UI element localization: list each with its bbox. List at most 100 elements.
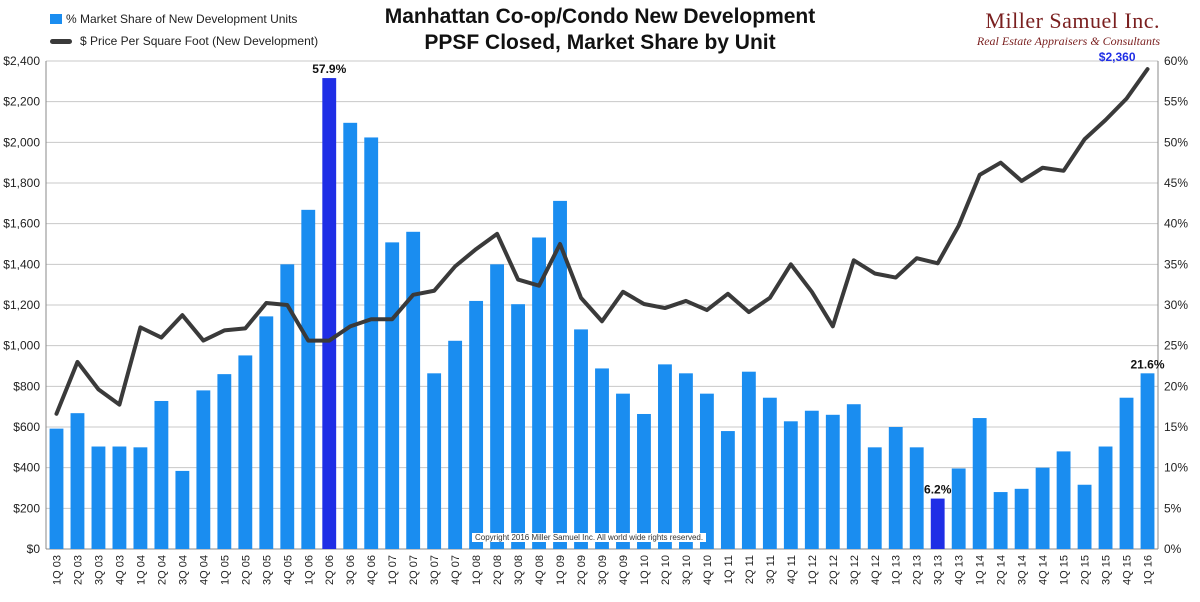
x-tick-label: 2Q 09	[576, 555, 588, 585]
x-tick-label: 3Q 07	[429, 555, 441, 585]
y-right-tick-label: 10%	[1164, 461, 1188, 475]
bar	[825, 414, 840, 549]
bar	[1014, 488, 1029, 549]
x-tick-label: 4Q 03	[114, 555, 126, 585]
bar	[679, 373, 693, 549]
legend-label-ppsf: $ Price Per Square Foot (New Development…	[80, 34, 319, 48]
y-left-tick-label: $400	[13, 461, 40, 475]
bar	[385, 242, 400, 549]
bar	[49, 428, 64, 549]
x-tick-label: 4Q 04	[198, 555, 210, 585]
x-tick-label: 3Q 13	[933, 555, 945, 585]
bar	[993, 492, 1008, 549]
bar	[238, 355, 253, 549]
x-tick-label: 2Q 10	[660, 555, 672, 585]
x-tick-label: 1Q 04	[135, 555, 147, 585]
bar	[154, 400, 169, 549]
x-tick-label: 2Q 05	[240, 555, 252, 585]
x-tick-label: 4Q 06	[366, 555, 378, 585]
bar	[972, 418, 987, 549]
bar	[595, 368, 609, 549]
y-left-tick-label: $1,400	[3, 257, 40, 271]
y-right-tick-label: 35%	[1164, 257, 1188, 271]
y-right-tick-label: 50%	[1164, 135, 1188, 149]
bar	[1098, 446, 1113, 549]
legend-item-market-share: % Market Share of New Development Units	[50, 8, 318, 30]
data-label: 57.9%	[312, 62, 346, 76]
data-label: 6.2%	[924, 483, 952, 497]
x-tick-label: 2Q 07	[408, 555, 420, 585]
y-right-tick-label: 55%	[1164, 95, 1188, 109]
bar	[469, 300, 484, 549]
bar	[951, 468, 966, 549]
bar	[783, 421, 798, 549]
x-tick-label: 2Q 15	[1080, 555, 1092, 585]
bar	[909, 447, 924, 549]
x-tick-label: 3Q 15	[1101, 555, 1113, 585]
x-tick-label: 4Q 09	[618, 555, 630, 585]
x-tick-label: 1Q 06	[303, 555, 315, 585]
x-tick-label: 1Q 09	[555, 555, 567, 585]
x-tick-label: 2Q 13	[912, 555, 924, 585]
x-tick-label: 3Q 04	[177, 555, 189, 585]
y-right-tick-label: 15%	[1164, 420, 1188, 434]
x-tick-label: 4Q 13	[954, 555, 966, 585]
x-tick-label: 1Q 11	[723, 555, 735, 584]
bar	[1077, 484, 1092, 549]
x-tick-label: 4Q 05	[282, 555, 294, 585]
y-left-tick-label: $2,400	[3, 54, 40, 68]
x-tick-label: 2Q 12	[828, 555, 840, 585]
y-left-tick-label: $1,800	[3, 176, 40, 190]
x-tick-label: 3Q 05	[261, 555, 273, 585]
legend-label-market-share: % Market Share of New Development Units	[66, 12, 298, 26]
x-tick-label: 4Q 14	[1038, 555, 1050, 585]
bar	[930, 498, 945, 549]
x-tick-label: 3Q 12	[849, 555, 861, 585]
bar	[1056, 451, 1071, 549]
bar	[699, 393, 714, 549]
x-tick-label: 2Q 03	[72, 555, 84, 585]
y-right-tick-label: 25%	[1164, 339, 1188, 353]
y-left-tick-label: $1,000	[3, 339, 40, 353]
x-tick-label: 1Q 10	[639, 555, 651, 585]
y-left-tick-label: $2,000	[3, 135, 40, 149]
brand-name: Miller Samuel Inc.	[985, 8, 1160, 33]
bar	[175, 470, 190, 549]
bar	[91, 446, 106, 549]
bar	[574, 329, 588, 549]
bar	[846, 404, 861, 549]
data-label: 21.6%	[1130, 357, 1164, 371]
y-right-tick-label: 30%	[1164, 298, 1188, 312]
bar	[448, 340, 463, 549]
bar	[1119, 397, 1134, 549]
bar	[1035, 467, 1050, 549]
x-tick-label: 1Q 14	[975, 555, 987, 585]
x-tick-label: 1Q 07	[387, 555, 399, 585]
y-left-tick-label: $1,600	[3, 217, 40, 231]
brand-subtitle: Real Estate Appraisers & Consultants	[976, 34, 1160, 48]
legend-item-ppsf: $ Price Per Square Foot (New Development…	[50, 30, 318, 52]
bar	[1140, 373, 1155, 549]
x-tick-label: 4Q 07	[450, 555, 462, 585]
x-tick-label: 2Q 14	[996, 555, 1008, 585]
bar	[741, 371, 756, 549]
x-tick-label: 3Q 11	[765, 555, 777, 584]
x-tick-label: 3Q 06	[345, 555, 357, 585]
y-right-tick-label: 0%	[1164, 542, 1182, 556]
x-tick-label: 1Q 12	[807, 555, 819, 585]
bar	[553, 200, 567, 550]
x-tick-label: 4Q 08	[534, 555, 546, 585]
x-tick-label: 4Q 15	[1122, 555, 1134, 585]
y-right-tick-label: 20%	[1164, 379, 1188, 393]
x-tick-label: 2Q 06	[324, 555, 336, 585]
y-left-tick-label: $600	[13, 420, 40, 434]
y-left-tick-label: $1,200	[3, 298, 40, 312]
x-tick-label: 4Q 11	[786, 555, 798, 584]
x-tick-label: 3Q 03	[93, 555, 105, 585]
legend: % Market Share of New Development Units …	[50, 8, 318, 52]
bar	[364, 137, 379, 549]
x-tick-label: 4Q 12	[870, 555, 882, 585]
bar	[259, 316, 274, 549]
data-label: $2,360	[1099, 50, 1136, 64]
y-left-tick-label: $200	[13, 501, 40, 515]
